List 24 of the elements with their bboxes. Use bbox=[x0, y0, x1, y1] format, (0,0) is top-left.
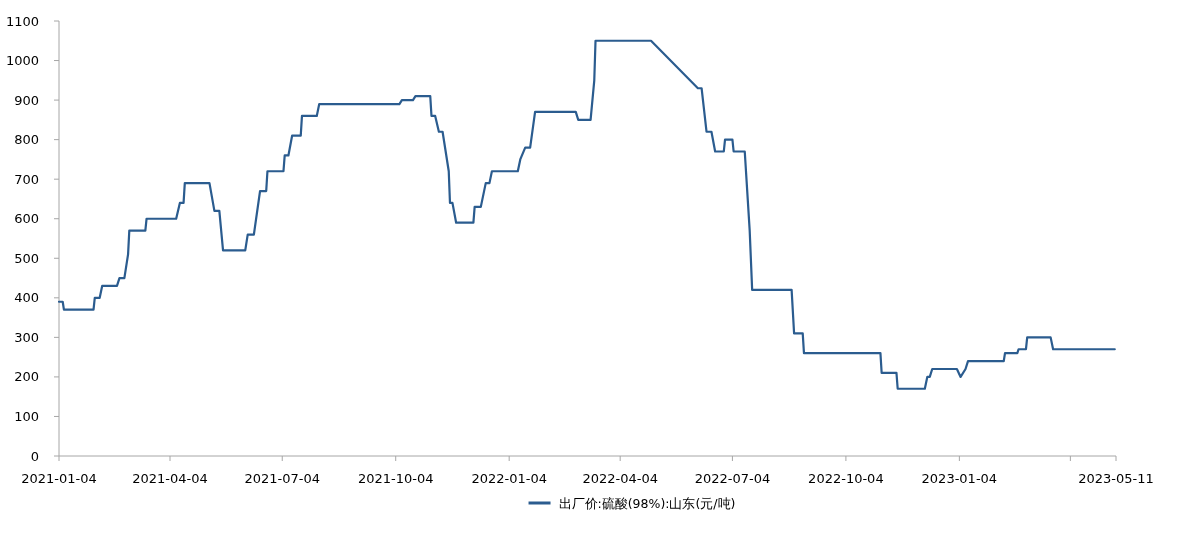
y-tick-label: 400 bbox=[14, 290, 39, 306]
x-tick-label: 2022-10-04 bbox=[808, 471, 884, 486]
line-series bbox=[57, 39, 1116, 390]
y-tick-label: 700 bbox=[14, 171, 39, 187]
legend-label: 出厂价:硫酸(98%):山东(元/吨) bbox=[558, 495, 736, 511]
y-tick-label: 900 bbox=[14, 92, 39, 108]
x-tick-label: 2023-05-11 bbox=[1078, 471, 1154, 486]
x-tick-label: 2021-01-04 bbox=[21, 471, 97, 486]
y-tick-label: 300 bbox=[14, 329, 39, 345]
y-tick-label: 1100 bbox=[5, 13, 39, 29]
y-tick-label: 500 bbox=[14, 250, 39, 266]
x-tick-label: 2021-07-04 bbox=[244, 471, 321, 486]
y-tick-label: 0 bbox=[30, 448, 39, 464]
x-tick-label: 2023-01-04 bbox=[921, 471, 998, 486]
x-tick-label: 2022-07-04 bbox=[694, 471, 771, 486]
y-tick-label: 1000 bbox=[5, 53, 39, 69]
y-tick-label: 800 bbox=[14, 132, 39, 148]
x-tick-label: 2022-01-04 bbox=[471, 471, 547, 486]
x-tick-label: 2021-04-04 bbox=[132, 471, 208, 486]
y-tick-label: 600 bbox=[14, 211, 39, 227]
x-tick-label: 2021-10-04 bbox=[357, 471, 434, 486]
y-tick-label: 200 bbox=[14, 369, 39, 385]
x-tick-label: 2022-04-04 bbox=[582, 471, 658, 486]
y-tick-label: 100 bbox=[14, 408, 39, 424]
